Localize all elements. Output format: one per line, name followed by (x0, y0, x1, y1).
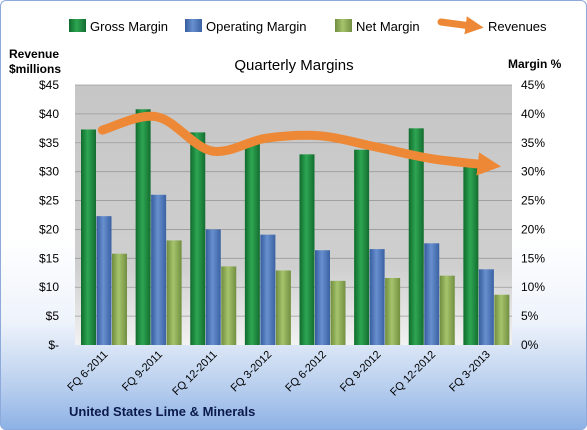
left-tick-label: $25 (39, 194, 59, 208)
right-tick-label: 45% (521, 78, 545, 92)
legend-swatch-gross-margin (69, 19, 86, 32)
bar-operating-margin (315, 250, 330, 345)
bar-operating-margin (424, 243, 440, 345)
left-tick-label: $20 (39, 222, 59, 236)
bar-net-margin (112, 253, 127, 345)
bar-net-margin (275, 270, 291, 345)
left-tick-label: $45 (39, 78, 59, 92)
bar-operating-margin (478, 269, 494, 345)
left-tick-label: $10 (39, 280, 59, 294)
chart-title: Quarterly Margins (234, 57, 353, 74)
right-tick-label: 10% (521, 280, 545, 294)
left-axis-ticks: $- $5 $10 $15 $20 $25 $30 $35 $40 $45 (39, 78, 59, 352)
bar-gross-margin (244, 139, 260, 345)
bar-net-margin (221, 266, 237, 345)
left-tick-label: $5 (46, 309, 60, 323)
left-tick-label: $40 (39, 107, 59, 121)
left-axis-title-line1: Revenue (9, 47, 59, 61)
left-tick-label: $35 (39, 136, 59, 150)
right-tick-label: 25% (521, 194, 545, 208)
bar-gross-margin (463, 163, 479, 345)
bar-gross-margin (135, 109, 151, 346)
x-tick-label: FQ 3-2013 (447, 349, 493, 395)
right-tick-label: 0% (521, 338, 539, 352)
bar-net-margin (439, 275, 455, 345)
right-axis-ticks: 0% 5% 10% 15% 20% 25% 30% 35% 40% 45% (521, 78, 545, 352)
legend-label-gross-margin: Gross Margin (90, 19, 168, 34)
left-tick-label: $15 (39, 251, 59, 265)
left-tick-label: $- (48, 338, 59, 352)
right-tick-label: 30% (521, 165, 545, 179)
x-tick-label: FQ 9-2011 (120, 349, 165, 394)
bar-operating-margin (151, 194, 167, 345)
x-axis-ticks: FQ 6-2011 FQ 9-2011 FQ 12-2011 FQ 3-2012 FQ … (65, 349, 492, 399)
bar-operating-margin (260, 234, 276, 345)
x-tick-label: FQ 12-2011 (170, 349, 219, 398)
legend-label-operating-margin: Operating Margin (206, 19, 306, 34)
bar-gross-margin (299, 154, 315, 345)
right-tick-label: 35% (521, 136, 545, 150)
right-tick-label: 40% (521, 107, 545, 121)
left-axis-title-line2: $millions (9, 62, 61, 76)
bar-gross-margin (81, 129, 96, 345)
x-tick-label: FQ 3-2012 (229, 349, 275, 395)
legend-swatch-revenues (437, 16, 484, 35)
x-tick-label: FQ 6-2011 (65, 349, 110, 394)
right-tick-label: 20% (521, 222, 545, 236)
bar-operating-margin (205, 229, 221, 345)
legend-label-revenues: Revenues (488, 19, 547, 34)
legend-label-net-margin: Net Margin (356, 19, 420, 34)
x-tick-label: FQ 12-2012 (388, 349, 438, 399)
bar-gross-margin (354, 149, 370, 345)
bar-net-margin (330, 280, 346, 345)
footer-company-name: United States Lime & Minerals (69, 404, 255, 419)
bar-operating-margin (96, 216, 112, 345)
x-tick-label: FQ 9-2012 (338, 349, 384, 395)
legend: Gross Margin Operating Margin Net Margin… (69, 16, 547, 35)
bar-gross-margin (408, 128, 424, 345)
left-tick-label: $30 (39, 165, 59, 179)
legend-swatch-net-margin (335, 19, 352, 32)
bar-gross-margin (190, 132, 206, 345)
bar-net-margin (494, 294, 510, 345)
right-axis-title: Margin % (508, 57, 562, 71)
right-tick-label: 15% (521, 251, 545, 265)
bars (81, 109, 510, 346)
x-tick-label: FQ 6-2012 (283, 349, 329, 395)
bar-net-margin (166, 240, 182, 345)
right-tick-label: 5% (521, 309, 539, 323)
revenue-line-path (97, 111, 501, 176)
legend-swatch-operating-margin (185, 19, 202, 32)
revenue-line (97, 111, 501, 176)
bar-net-margin (385, 277, 401, 345)
bar-operating-margin (369, 249, 385, 345)
